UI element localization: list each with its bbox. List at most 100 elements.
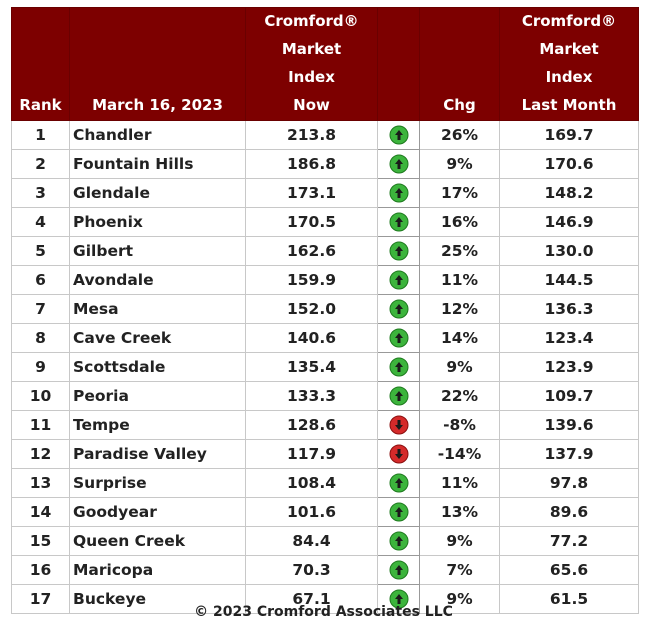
header-cell bbox=[377, 7, 420, 121]
trend-cell bbox=[377, 207, 420, 237]
change-cell: 25% bbox=[419, 236, 500, 266]
index-last-month-cell: 130.0 bbox=[499, 236, 639, 266]
trend-cell bbox=[377, 294, 420, 324]
trend-cell bbox=[377, 352, 420, 382]
city cell: Cave Creek bbox=[69, 323, 246, 353]
table-row: 2 Fountain Hills 186.8 9% 170.6 bbox=[11, 149, 639, 179]
index-last-month-cell: 148.2 bbox=[499, 178, 639, 208]
change-cell: 22% bbox=[419, 381, 500, 411]
table-row: 4 Phoenix 170.5 16% 146.9 bbox=[11, 207, 639, 237]
table-row: 3 Glendale 173.1 17% 148.2 bbox=[11, 178, 639, 208]
index-last-month-cell: 146.9 bbox=[499, 207, 639, 237]
table-row: 12 Paradise Valley 117.9 -14% 137.9 bbox=[11, 439, 639, 469]
rank-cell: 16 bbox=[11, 555, 70, 585]
trend-icon bbox=[389, 270, 408, 290]
index-last-month-cell: 136.3 bbox=[499, 294, 639, 324]
index-last-month-cell: 123.4 bbox=[499, 323, 639, 353]
rank-cell: 13 bbox=[11, 468, 70, 498]
rank-cell: 17 bbox=[11, 584, 70, 614]
index-now-cell: 67.1 bbox=[245, 584, 378, 614]
rank-cell: 7 bbox=[11, 294, 70, 324]
city cell: Gilbert bbox=[69, 236, 246, 266]
trend-icon bbox=[389, 444, 408, 464]
change-cell: 17% bbox=[419, 178, 500, 208]
icon-part bbox=[394, 217, 403, 227]
table-row: 16 Maricopa 70.3 7% 65.6 bbox=[11, 555, 639, 585]
index-last-month-cell: 170.6 bbox=[499, 149, 639, 179]
header-line: Market bbox=[281, 40, 342, 58]
rank-cell: 15 bbox=[11, 526, 70, 556]
header-line: Last Month bbox=[521, 96, 617, 114]
index-now-cell: 152.0 bbox=[245, 294, 378, 324]
index-now-cell: 162.6 bbox=[245, 236, 378, 266]
trend-cell bbox=[377, 381, 420, 411]
city cell: Chandler bbox=[69, 120, 246, 150]
city cell: Glendale bbox=[69, 178, 246, 208]
rank-cell: 11 bbox=[11, 410, 70, 440]
header-line: Cromford® bbox=[521, 12, 617, 30]
trend-icon bbox=[389, 415, 408, 435]
index-last-month-cell: 65.6 bbox=[499, 555, 639, 585]
rank-cell: 10 bbox=[11, 381, 70, 411]
index-now-cell: 133.3 bbox=[245, 381, 378, 411]
icon-part bbox=[394, 362, 403, 372]
trend-icon bbox=[389, 473, 408, 493]
rank-cell: 9 bbox=[11, 352, 70, 382]
trend-icon bbox=[389, 386, 408, 406]
change-cell: 9% bbox=[419, 352, 500, 382]
index-last-month-cell: 97.8 bbox=[499, 468, 639, 498]
trend-icon bbox=[389, 531, 408, 551]
rank-cell: 14 bbox=[11, 497, 70, 527]
rank-cell: 8 bbox=[11, 323, 70, 353]
table-row: 10 Peoria 133.3 22% 109.7 bbox=[11, 381, 639, 411]
trend-icon bbox=[389, 299, 408, 319]
icon-part bbox=[394, 391, 403, 401]
trend-cell bbox=[377, 178, 420, 208]
trend-icon bbox=[389, 328, 408, 348]
icon-part bbox=[394, 565, 403, 575]
header-line: March 16, 2023 bbox=[92, 96, 223, 114]
change-cell: 14% bbox=[419, 323, 500, 353]
rank-cell: 12 bbox=[11, 439, 70, 469]
footer: © 2023 Cromford Associates LLC bbox=[194, 604, 453, 620]
rank-cell: 2 bbox=[11, 149, 70, 179]
header-cell: Cromford® Market Index Now bbox=[245, 7, 378, 121]
trend-icon bbox=[389, 241, 408, 261]
rank-cell: 1 bbox=[11, 120, 70, 150]
index-now-cell: 101.6 bbox=[245, 497, 378, 527]
change-cell: 12% bbox=[419, 294, 500, 324]
trend-icon bbox=[389, 125, 408, 145]
change-cell: 11% bbox=[419, 468, 500, 498]
city cell: Surprise bbox=[69, 468, 246, 498]
city cell: Avondale bbox=[69, 265, 246, 295]
change-cell: 9% bbox=[419, 149, 500, 179]
change-cell: 11% bbox=[419, 265, 500, 295]
index-now-cell: 70.3 bbox=[245, 555, 378, 585]
index-last-month-cell: 61.5 bbox=[499, 584, 639, 614]
table-row: 13 Surprise 108.4 11% 97.8 bbox=[11, 468, 639, 498]
index-last-month-cell: 89.6 bbox=[499, 497, 639, 527]
city cell: Paradise Valley bbox=[69, 439, 246, 469]
trend-cell bbox=[377, 526, 420, 556]
index-now-cell: 186.8 bbox=[245, 149, 378, 179]
header-line: Now bbox=[293, 96, 330, 114]
index-last-month-cell: 169.7 bbox=[499, 120, 639, 150]
rank-cell: 4 bbox=[11, 207, 70, 237]
trend-cell bbox=[377, 323, 420, 353]
index-now-cell: 84.4 bbox=[245, 526, 378, 556]
icon-part bbox=[394, 304, 403, 314]
icon-part bbox=[394, 275, 403, 285]
header-line: Cromford® bbox=[264, 12, 359, 30]
icon-part bbox=[394, 130, 403, 140]
change-cell: 13% bbox=[419, 497, 500, 527]
table-body: 1 Chandler 213.8 26% 169.7 2 Fountain Hills 186… bbox=[11, 120, 639, 614]
trend-icon bbox=[389, 154, 408, 174]
header-cell: Chg bbox=[419, 7, 500, 121]
change-cell: 26% bbox=[419, 120, 500, 150]
table-row: 11 Tempe 128.6 -8% 139.6 bbox=[11, 410, 639, 440]
trend-cell bbox=[377, 497, 420, 527]
trend-cell bbox=[377, 439, 420, 469]
index-now-cell: 170.5 bbox=[245, 207, 378, 237]
ranking-table: Rank March 16, 2023 Cromford® Market Index No… bbox=[11, 7, 639, 614]
trend-icon bbox=[389, 212, 408, 232]
